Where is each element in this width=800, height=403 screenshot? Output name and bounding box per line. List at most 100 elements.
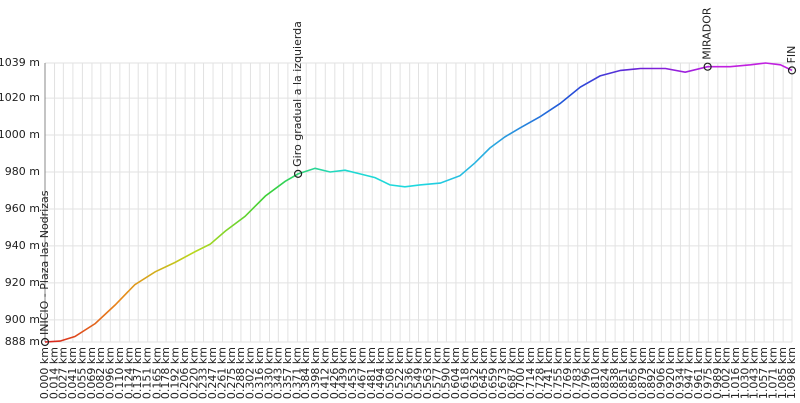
annotation-label: INICIO - Plaza las Nodrizas bbox=[38, 190, 51, 335]
x-tick-label: 1.085 km bbox=[776, 347, 789, 399]
x-tick-label: 0.700 km bbox=[514, 347, 527, 399]
x-tick-label: 0.714 km bbox=[524, 347, 537, 399]
x-tick-label: 0.027 km bbox=[56, 347, 69, 399]
x-tick-label: 0.041 km bbox=[66, 347, 79, 399]
x-tick-label: 0.330 km bbox=[263, 347, 276, 399]
x-tick-label: 0.124 km bbox=[122, 347, 135, 399]
x-tick-label: 0.069 km bbox=[85, 347, 98, 399]
x-tick-label: 0.220 km bbox=[188, 347, 201, 399]
x-tick-label: 0.728 km bbox=[533, 347, 546, 399]
x-tick-label: 1.030 km bbox=[739, 347, 752, 399]
annotation-marker bbox=[787, 66, 797, 75]
x-tick-label: 0.453 km bbox=[346, 347, 359, 399]
x-tick-label: 0.659 km bbox=[486, 347, 499, 399]
annotation-label: MIRADOR bbox=[701, 7, 714, 60]
x-tick-label: 0.741 km bbox=[542, 347, 555, 399]
x-tick-label: 0.288 km bbox=[234, 347, 247, 399]
x-tick-label: 0.851 km bbox=[617, 347, 630, 399]
y-tick-label: 980 m bbox=[5, 165, 40, 178]
x-tick-label: 0.467 km bbox=[356, 347, 369, 399]
x-tick-label: 0.151 km bbox=[141, 347, 154, 399]
x-tick-label: 0.604 km bbox=[449, 347, 462, 399]
x-tick-label: 1.043 km bbox=[748, 347, 761, 399]
elevation-line bbox=[44, 62, 793, 343]
x-tick-label: 0.879 km bbox=[636, 347, 649, 399]
x-tick-label: 0.261 km bbox=[216, 347, 229, 399]
x-tick-label: 0.055 km bbox=[75, 347, 88, 399]
x-tick-label: 0.247 km bbox=[206, 347, 219, 399]
x-tick-label: 0.577 km bbox=[431, 347, 444, 399]
annotation-marker bbox=[293, 169, 303, 178]
x-tick-label: 0.961 km bbox=[692, 347, 705, 399]
x-tick-label: 0.536 km bbox=[403, 347, 416, 399]
y-tick-label: 1020 m bbox=[0, 91, 40, 104]
x-tick-label: 0.110 km bbox=[113, 347, 126, 399]
x-tick-label: 0.920 km bbox=[664, 347, 677, 399]
annotation-marker bbox=[40, 337, 50, 347]
x-tick-label: 0.192 km bbox=[169, 347, 182, 399]
x-tick-label: 0.892 km bbox=[645, 347, 658, 399]
x-tick-label: 0.549 km bbox=[412, 347, 425, 399]
x-tick-label: 0.343 km bbox=[271, 347, 284, 399]
x-tick-label: 0.755 km bbox=[552, 347, 565, 399]
x-tick-label: 0.934 km bbox=[673, 347, 686, 399]
x-tick-label: 1.098 km bbox=[785, 347, 798, 399]
x-tick-label: 0.810 km bbox=[589, 347, 602, 399]
y-tick-label: 1000 m bbox=[0, 128, 40, 141]
y-tick-label: 900 m bbox=[5, 313, 40, 326]
x-tick-label: 0.096 km bbox=[103, 347, 116, 399]
x-tick-label: 0.233 km bbox=[197, 347, 210, 399]
x-tick-label: 0.165 km bbox=[150, 347, 163, 399]
x-tick-label: 0.508 km bbox=[384, 347, 397, 399]
x-tick-label: 0.906 km bbox=[654, 347, 667, 399]
x-tick-label: 0.000 km bbox=[38, 347, 51, 399]
x-tick-label: 0.082 km bbox=[94, 347, 107, 399]
x-tick-label: 0.137 km bbox=[131, 347, 144, 399]
x-tick-label: 1.071 km bbox=[767, 347, 780, 399]
x-tick-label: 0.371 km bbox=[290, 347, 303, 399]
x-tick-label: 1.057 km bbox=[757, 347, 770, 399]
x-tick-label: 0.769 km bbox=[561, 347, 574, 399]
y-tick-label: 888 m bbox=[5, 335, 40, 348]
x-tick-label: 0.014 km bbox=[48, 347, 61, 399]
x-tick-label: 0.673 km bbox=[496, 347, 509, 399]
x-tick-label: 0.947 km bbox=[682, 347, 695, 399]
y-tick-label: 940 m bbox=[5, 239, 40, 252]
x-tick-label: 0.206 km bbox=[178, 347, 191, 399]
x-tick-label: 0.563 km bbox=[421, 347, 434, 399]
x-tick-label: 0.178 km bbox=[159, 347, 172, 399]
x-tick-label: 0.989 km bbox=[711, 347, 724, 399]
x-tick-label: 1.002 km bbox=[720, 347, 733, 399]
x-tick-label: 0.824 km bbox=[599, 347, 612, 399]
x-tick-label: 0.796 km bbox=[580, 347, 593, 399]
x-tick-label: 0.865 km bbox=[626, 347, 639, 399]
x-tick-label: 0.316 km bbox=[253, 347, 266, 399]
x-tick-label: 0.439 km bbox=[337, 347, 350, 399]
annotation-label: FIN bbox=[785, 46, 798, 64]
annotation-marker bbox=[703, 62, 712, 71]
x-tick-label: 0.275 km bbox=[225, 347, 238, 399]
x-tick-label: 0.975 km bbox=[701, 347, 714, 399]
x-tick-label: 0.384 km bbox=[299, 347, 312, 399]
x-tick-label: 0.645 km bbox=[477, 347, 490, 399]
x-tick-label: 1.016 km bbox=[729, 347, 742, 399]
x-tick-label: 0.522 km bbox=[393, 347, 406, 399]
x-tick-label: 0.783 km bbox=[571, 347, 584, 399]
x-tick-label: 0.838 km bbox=[608, 347, 621, 399]
x-tick-label: 0.481 km bbox=[365, 347, 378, 399]
y-tick-label: 920 m bbox=[5, 276, 40, 289]
x-tick-label: 0.632 km bbox=[468, 347, 481, 399]
x-tick-label: 0.357 km bbox=[281, 347, 294, 399]
x-tick-label: 0.590 km bbox=[439, 347, 452, 399]
x-tick-label: 0.302 km bbox=[243, 347, 256, 399]
annotation-label: Giro gradual a la izquierda bbox=[291, 21, 304, 167]
x-tick-label: 0.618 km bbox=[458, 347, 471, 399]
x-tick-label: 0.398 km bbox=[309, 347, 322, 399]
x-tick-label: 0.687 km bbox=[505, 347, 518, 399]
y-tick-label: 960 m bbox=[5, 202, 40, 215]
y-tick-label: 1039 m bbox=[0, 56, 40, 69]
x-tick-label: 0.494 km bbox=[374, 347, 387, 399]
x-tick-label: 0.426 km bbox=[328, 347, 341, 399]
x-tick-label: 0.412 km bbox=[318, 347, 331, 399]
